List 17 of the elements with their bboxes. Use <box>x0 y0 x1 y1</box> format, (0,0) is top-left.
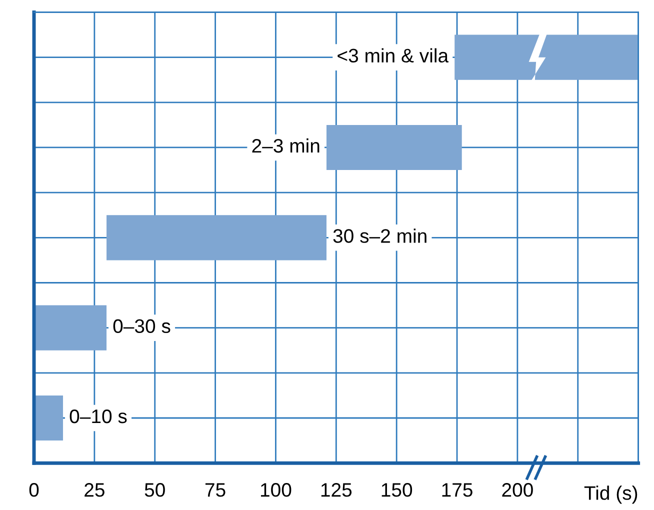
y-tick-label: <3 min & vila <box>338 48 449 63</box>
x-tick-label: 200 <box>502 483 533 497</box>
x-tick-label: 175 <box>442 483 472 497</box>
x-tick-label: 50 <box>144 483 165 497</box>
y-tick-label: 0–30 s <box>113 319 170 334</box>
y-tick-label: 0–10 s <box>70 409 127 424</box>
x-tick-label: 150 <box>382 483 412 497</box>
bar <box>454 34 638 80</box>
x-tick-label: 0 <box>29 483 39 497</box>
bar <box>106 215 326 260</box>
y-tick-label: 2–3 min <box>252 138 320 153</box>
x-axis-title: Tid (s) <box>584 486 638 504</box>
x-tick-label: 125 <box>321 483 352 497</box>
x-tick-label: 25 <box>84 483 104 497</box>
x-tick-label: 100 <box>260 483 292 497</box>
x-tick-label: 75 <box>205 483 226 497</box>
y-tick-label: 30 s–2 min <box>333 228 426 243</box>
